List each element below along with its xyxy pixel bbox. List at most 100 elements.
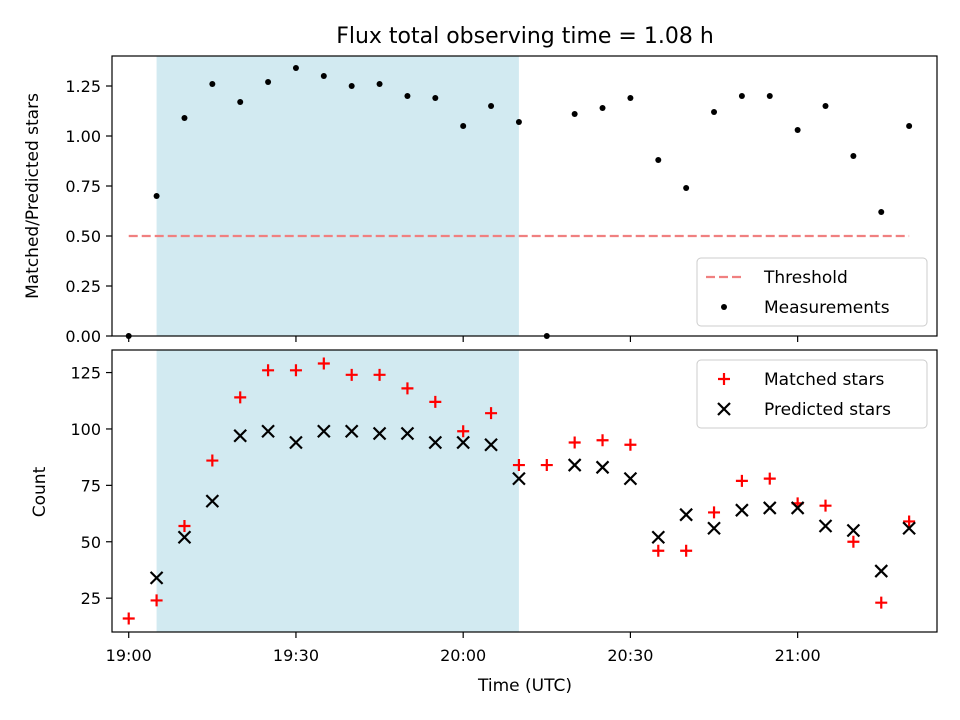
x-tick-label: 21:00 xyxy=(775,646,821,665)
predicted-star-point xyxy=(623,471,638,486)
matched-star-point xyxy=(206,454,219,467)
measurement-point xyxy=(822,103,829,109)
predicted-star-point xyxy=(456,435,470,450)
predicted-star-point xyxy=(567,458,582,472)
matched-star-point xyxy=(178,519,191,532)
matched-star-point xyxy=(262,364,275,377)
measurement-point xyxy=(655,157,662,163)
chart-title: Flux total observing time = 1.08 h xyxy=(336,24,714,49)
y-tick-label: 100 xyxy=(70,420,101,439)
matched-star-point xyxy=(429,395,442,408)
matched-star-point xyxy=(763,472,776,485)
measurement-point xyxy=(711,109,718,115)
legend-predicted-swatch xyxy=(717,402,731,416)
matched-star-point xyxy=(596,434,609,447)
x-tick-label: 19:30 xyxy=(273,646,319,665)
matched-star-point xyxy=(289,364,302,377)
predicted-star-point xyxy=(205,494,220,508)
predicted-star-point xyxy=(790,501,805,515)
matched-star-point xyxy=(373,368,386,381)
measurement-point xyxy=(153,193,160,199)
legend-label: Matched stars xyxy=(764,370,884,390)
measurement-point xyxy=(599,105,606,111)
matched-star-point xyxy=(345,368,358,381)
matched-star-point xyxy=(317,357,330,370)
legend-box xyxy=(696,257,928,327)
measurement-point xyxy=(376,81,383,87)
predicted-star-point xyxy=(707,521,721,536)
measurement-point xyxy=(766,93,773,99)
measurement-point xyxy=(850,153,857,159)
predicted-star-point xyxy=(484,437,498,452)
matched-star-point xyxy=(680,544,693,557)
matched-star-point xyxy=(150,594,163,607)
legend-label: Threshold xyxy=(763,268,848,288)
matched-star-point xyxy=(485,407,498,420)
x-tick-label: 20:30 xyxy=(607,646,653,665)
matched-star-point xyxy=(540,459,553,472)
matched-star-point xyxy=(708,506,721,519)
measurement-point xyxy=(237,99,244,105)
x-tick-label: 19:00 xyxy=(106,646,152,665)
legend-box xyxy=(696,359,928,429)
predicted-star-point xyxy=(177,530,192,545)
matched-star-point xyxy=(819,499,832,512)
matched-star-point xyxy=(735,474,748,487)
shaded-region xyxy=(156,350,519,632)
y-tick-label: 50 xyxy=(81,533,101,552)
measurement-point xyxy=(348,83,355,89)
y-tick-label: 25 xyxy=(81,589,101,608)
y-tick-label: 0.00 xyxy=(65,327,101,346)
legend-label: Measurements xyxy=(764,298,890,318)
measurement-point xyxy=(906,123,913,129)
measurement-point xyxy=(627,95,634,101)
matched-star-point xyxy=(624,438,637,451)
measurement-point xyxy=(515,119,522,125)
y-tick-label: 75 xyxy=(81,476,101,495)
shaded-region xyxy=(156,56,519,336)
bottom-axes: 19:00 19:30 20:00 20:30 21:00 25 50 75 100 125 Mat… xyxy=(70,349,938,665)
legend: Threshold Measurements xyxy=(696,257,928,327)
measurement-point xyxy=(320,73,327,79)
predicted-star-point xyxy=(818,519,833,533)
predicted-star-point xyxy=(261,424,275,438)
axes-frame xyxy=(111,55,938,337)
y-tick-label: 0.75 xyxy=(65,177,101,196)
predicted-star-point xyxy=(289,435,303,450)
predicted-star-point xyxy=(512,471,526,486)
measurement-point xyxy=(460,123,467,129)
predicted-star-point xyxy=(679,507,693,522)
predicted-star-point xyxy=(651,530,666,545)
predicted-star-point xyxy=(735,503,749,517)
matched-star-point xyxy=(568,436,581,449)
measurement-point xyxy=(488,103,495,109)
predicted-star-point xyxy=(846,523,861,538)
matched-star-point xyxy=(457,425,470,438)
matched-star-point xyxy=(875,596,888,609)
legend-matched-swatch xyxy=(718,373,730,385)
measurement-point xyxy=(209,81,216,87)
top-y-axis-label: Matched/Predicted stars xyxy=(23,93,43,299)
measurement-point xyxy=(265,79,272,85)
y-tick-label: 0.25 xyxy=(65,277,101,296)
x-axis-label: Time (UTC) xyxy=(477,676,572,696)
measurement-point xyxy=(794,127,801,133)
y-tick-label: 125 xyxy=(70,364,101,383)
predicted-star-point xyxy=(149,571,164,585)
predicted-star-point xyxy=(874,564,889,578)
measurement-point xyxy=(683,185,690,191)
predicted-star-point xyxy=(595,460,610,475)
axes-frame xyxy=(111,349,938,633)
bottom-y-axis-label: Count xyxy=(30,466,50,517)
y-tick-label: 1.25 xyxy=(65,77,101,96)
measurement-point xyxy=(878,209,885,215)
predicted-star-point xyxy=(902,521,916,536)
measurement-point xyxy=(181,115,188,121)
top-axes: 0.00 0.25 0.50 0.75 1.00 1.25 Threshold Measure… xyxy=(65,55,938,346)
measurement-point xyxy=(738,93,745,99)
matched-star-point xyxy=(122,612,135,625)
predicted-star-point xyxy=(762,501,777,515)
x-tick-label: 20:00 xyxy=(440,646,486,665)
measurement-point xyxy=(432,95,439,101)
